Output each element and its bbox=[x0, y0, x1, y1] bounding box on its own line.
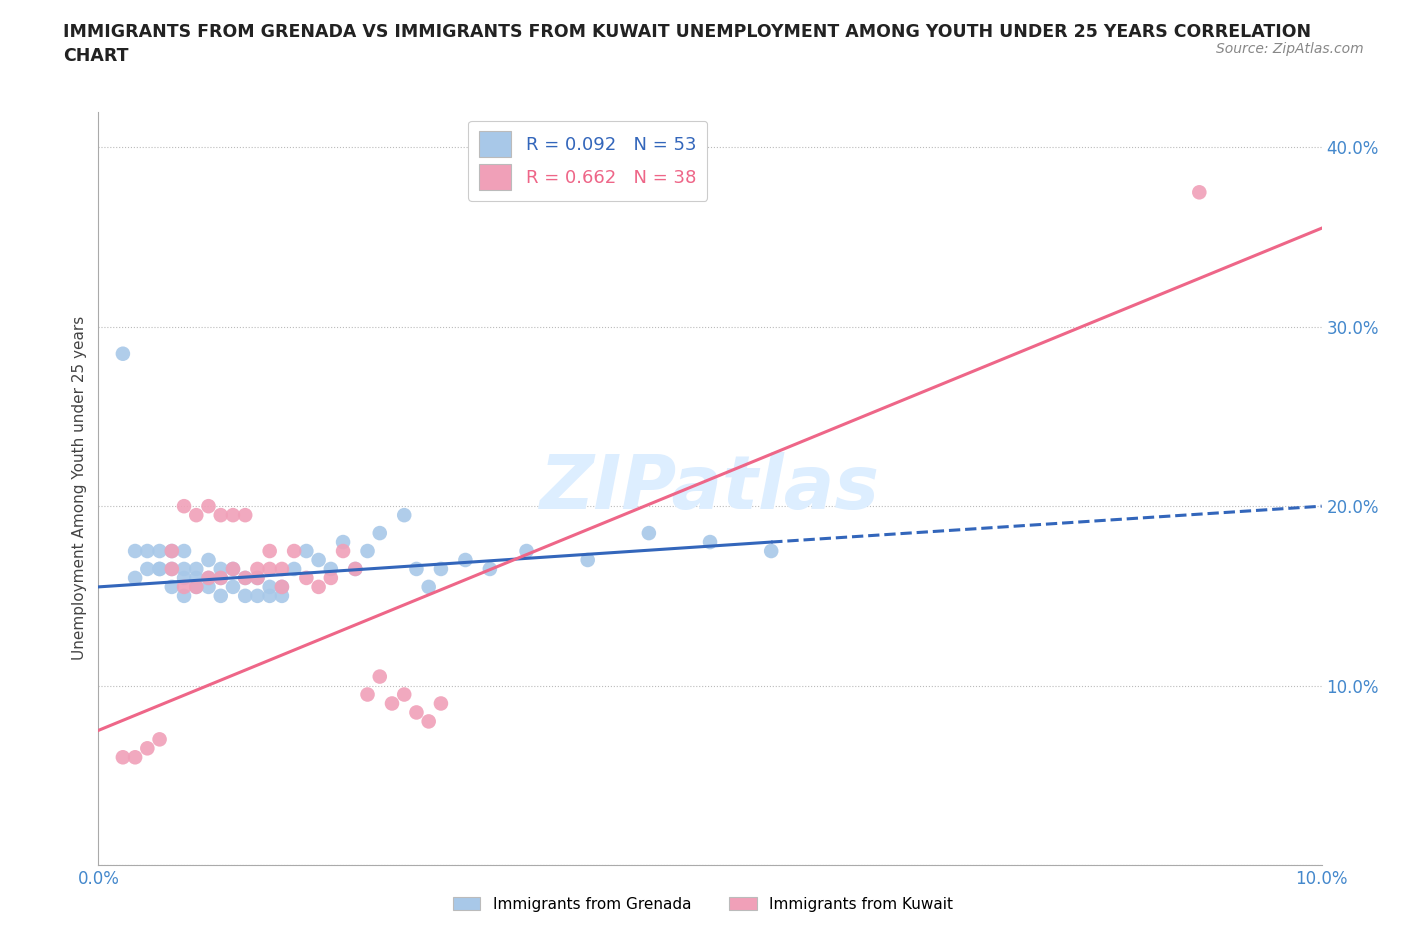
Point bbox=[308, 579, 330, 594]
Point bbox=[197, 498, 219, 513]
Point bbox=[233, 570, 256, 585]
Point bbox=[454, 552, 477, 567]
Point bbox=[160, 579, 183, 594]
Point bbox=[149, 562, 172, 577]
Point bbox=[233, 589, 256, 604]
Point bbox=[197, 570, 219, 585]
Point bbox=[186, 508, 208, 523]
Point bbox=[222, 508, 245, 523]
Text: Source: ZipAtlas.com: Source: ZipAtlas.com bbox=[1216, 42, 1364, 56]
Point bbox=[699, 535, 721, 550]
Point bbox=[173, 498, 195, 513]
Point bbox=[319, 570, 342, 585]
Point bbox=[418, 714, 440, 729]
Point bbox=[136, 562, 159, 577]
Point bbox=[332, 535, 354, 550]
Point bbox=[368, 670, 391, 684]
Point bbox=[173, 562, 195, 577]
Text: IMMIGRANTS FROM GRENADA VS IMMIGRANTS FROM KUWAIT UNEMPLOYMENT AMONG YOUTH UNDER: IMMIGRANTS FROM GRENADA VS IMMIGRANTS FR… bbox=[63, 23, 1312, 65]
Point bbox=[270, 579, 292, 594]
Point bbox=[392, 687, 416, 702]
Point bbox=[405, 562, 427, 577]
Point bbox=[197, 579, 219, 594]
Point bbox=[149, 562, 172, 577]
Point bbox=[270, 579, 292, 594]
Point bbox=[368, 525, 391, 540]
Point bbox=[259, 579, 281, 594]
Point bbox=[173, 579, 195, 594]
Point bbox=[759, 543, 782, 558]
Point bbox=[283, 543, 305, 558]
Point bbox=[405, 705, 427, 720]
Point bbox=[356, 687, 378, 702]
Point bbox=[381, 696, 404, 711]
Point bbox=[344, 562, 367, 577]
Point bbox=[209, 570, 232, 585]
Point bbox=[270, 562, 292, 577]
Point bbox=[270, 589, 292, 604]
Point bbox=[160, 543, 183, 558]
Point bbox=[392, 508, 416, 523]
Point bbox=[209, 570, 232, 585]
Point bbox=[136, 543, 159, 558]
Point bbox=[233, 570, 256, 585]
Point bbox=[246, 562, 269, 577]
Point bbox=[295, 570, 318, 585]
Point bbox=[209, 508, 232, 523]
Point bbox=[149, 543, 172, 558]
Point bbox=[246, 589, 269, 604]
Point bbox=[124, 750, 146, 764]
Point bbox=[186, 562, 208, 577]
Point bbox=[308, 552, 330, 567]
Y-axis label: Unemployment Among Youth under 25 years: Unemployment Among Youth under 25 years bbox=[72, 316, 87, 660]
Point bbox=[197, 552, 219, 567]
Point bbox=[160, 562, 183, 577]
Point bbox=[222, 562, 245, 577]
Point bbox=[186, 570, 208, 585]
Point bbox=[136, 741, 159, 756]
Point bbox=[222, 562, 245, 577]
Point bbox=[149, 732, 172, 747]
Point bbox=[160, 562, 183, 577]
Point bbox=[259, 589, 281, 604]
Point bbox=[209, 589, 232, 604]
Legend: Immigrants from Grenada, Immigrants from Kuwait: Immigrants from Grenada, Immigrants from… bbox=[447, 890, 959, 918]
Point bbox=[246, 570, 269, 585]
Point bbox=[124, 570, 146, 585]
Point bbox=[233, 508, 256, 523]
Point bbox=[246, 570, 269, 585]
Point bbox=[356, 543, 378, 558]
Point bbox=[319, 562, 342, 577]
Point bbox=[259, 562, 281, 577]
Point bbox=[259, 543, 281, 558]
Legend: R = 0.092   N = 53, R = 0.662   N = 38: R = 0.092 N = 53, R = 0.662 N = 38 bbox=[468, 121, 707, 201]
Point bbox=[283, 562, 305, 577]
Point bbox=[637, 525, 661, 540]
Point bbox=[430, 696, 453, 711]
Point bbox=[222, 579, 245, 594]
Point bbox=[344, 562, 367, 577]
Point bbox=[197, 570, 219, 585]
Point bbox=[430, 562, 453, 577]
Point bbox=[173, 543, 195, 558]
Point bbox=[111, 750, 134, 764]
Point bbox=[173, 570, 195, 585]
Point bbox=[209, 562, 232, 577]
Point bbox=[478, 562, 501, 577]
Point bbox=[1188, 185, 1211, 200]
Point bbox=[173, 589, 195, 604]
Point bbox=[295, 543, 318, 558]
Text: ZIPatlas: ZIPatlas bbox=[540, 452, 880, 525]
Point bbox=[332, 543, 354, 558]
Point bbox=[124, 543, 146, 558]
Point bbox=[186, 579, 208, 594]
Point bbox=[186, 579, 208, 594]
Point bbox=[160, 543, 183, 558]
Point bbox=[516, 543, 538, 558]
Point bbox=[418, 579, 440, 594]
Point bbox=[576, 552, 599, 567]
Point bbox=[111, 346, 134, 361]
